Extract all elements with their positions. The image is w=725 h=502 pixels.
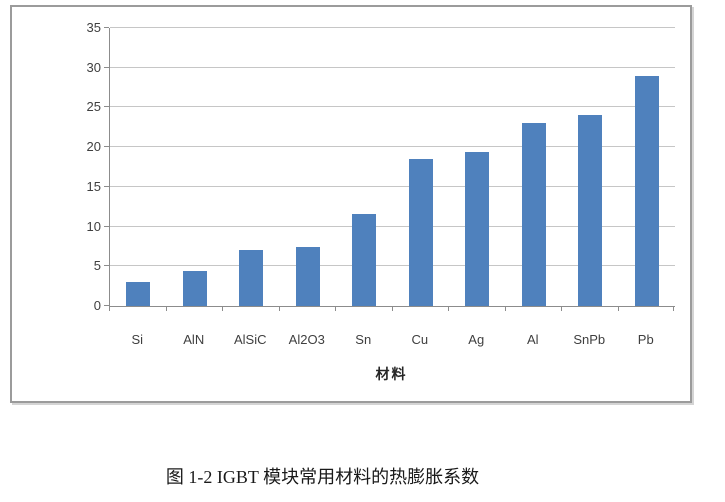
gridline-10 <box>110 225 675 227</box>
bar-Si <box>126 282 151 306</box>
gridline-25 <box>110 106 675 108</box>
x-tick-label-AlN: AlN <box>183 332 205 347</box>
bar-Ag <box>465 151 490 306</box>
x-tick-mark <box>278 307 280 311</box>
x-tick-mark <box>504 307 506 311</box>
x-tick-label-Al: Al <box>526 332 539 347</box>
x-tick-mark <box>222 307 223 311</box>
x-tick-label-SnPb: SnPb <box>573 332 606 347</box>
x-tick-mark <box>448 307 449 311</box>
x-tick-mark <box>391 307 393 311</box>
x-tick-mark <box>673 307 674 311</box>
x-tick-label-Sn: Sn <box>355 332 372 347</box>
gridline-35 <box>110 27 675 28</box>
x-axis-labels: Si AlN AlSiC Al2O3 Sn Cu Ag Al SnPb Pb <box>109 332 674 350</box>
x-tick-label-AlSiC: AlSiC <box>233 332 267 347</box>
gridline-5 <box>110 265 675 267</box>
y-tick-label-35: 35 <box>86 20 101 35</box>
y-tick-mark <box>104 305 109 306</box>
y-tick-mark <box>104 66 109 68</box>
bar-Sn <box>352 213 377 306</box>
x-tick-mark <box>109 307 110 311</box>
y-tick-label-0: 0 <box>93 298 101 313</box>
y-tick-label-25: 25 <box>86 99 101 115</box>
y-tick-label-10: 10 <box>86 218 101 234</box>
bar-Cu <box>408 159 433 306</box>
y-tick-mark <box>104 225 109 227</box>
y-tick-label-15: 15 <box>86 178 101 194</box>
bar-Pb <box>634 75 659 306</box>
bar-SnPb <box>578 115 603 306</box>
x-axis-title: 材料 <box>375 366 408 382</box>
bar-Al <box>521 123 546 306</box>
x-tick-label-Si: Si <box>131 332 144 347</box>
x-tick-label-Pb: Pb <box>637 332 654 347</box>
x-tick-mark <box>561 307 562 311</box>
y-tick-mark <box>104 265 109 267</box>
y-tick-label-20: 20 <box>86 139 101 155</box>
bar-Al2O3 <box>295 247 320 306</box>
y-tick-mark <box>104 27 109 28</box>
x-tick-label-Cu: Cu <box>411 332 429 347</box>
y-tick-mark <box>104 146 109 148</box>
gridline-30 <box>110 66 675 68</box>
y-tick-label-30: 30 <box>86 59 101 75</box>
x-tick-label-Ag: Ag <box>468 332 485 347</box>
x-tick-label-Al2O3: Al2O3 <box>288 332 325 347</box>
x-tick-mark <box>335 307 336 311</box>
y-tick-mark <box>104 185 109 187</box>
y-tick-mark <box>104 106 109 108</box>
bar-AlSiC <box>239 250 264 306</box>
gridline-20 <box>110 146 675 148</box>
x-tick-mark <box>617 307 619 311</box>
figure-caption: 图 1-2 IGBT 模块常用材料的热膨胀系数 <box>165 467 480 487</box>
plot-area <box>109 27 675 307</box>
gridline-15 <box>110 185 675 187</box>
y-tick-label-5: 5 <box>93 258 101 274</box>
bar-AlN <box>182 271 207 306</box>
chart-frame: Si AlN AlSiC Al2O3 Sn Cu Ag Al SnPb Pb 材料 0 5 10 15 2… <box>10 5 692 403</box>
x-tick-mark <box>165 307 167 311</box>
